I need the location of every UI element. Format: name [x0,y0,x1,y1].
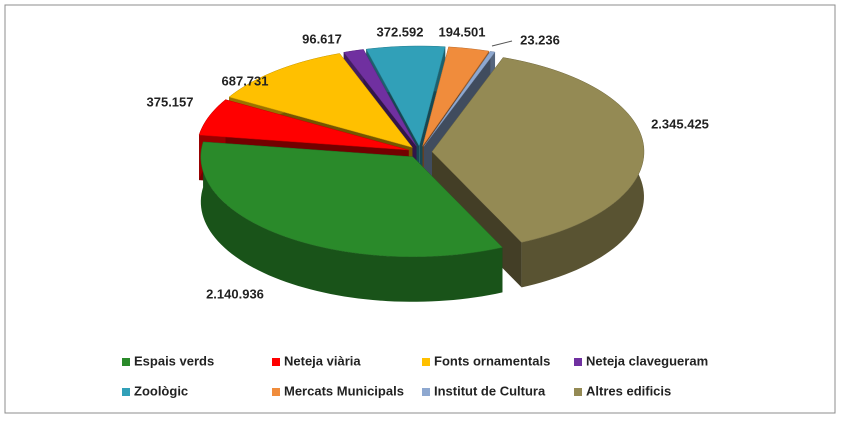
leader-line [491,40,513,47]
data-label: 2.140.936 [206,286,264,301]
pie-slice [422,46,490,147]
legend-swatch [422,388,430,396]
legend-label: Institut de Cultura [434,383,546,398]
data-label: 372.592 [377,24,424,39]
legend-label: Neteja clavegueram [586,353,708,368]
legend-swatch [574,388,582,396]
legend-swatch [272,388,280,396]
legend-label: Espais verds [134,353,214,368]
legend-swatch [574,358,582,366]
pie-slice [431,57,645,243]
legend-swatch [272,358,280,366]
legend-swatch [122,388,130,396]
pie-slice [343,49,417,147]
pie-slice [200,141,503,258]
legend-swatch [422,358,430,366]
legend-label: Altres edificis [586,383,671,398]
legend-swatch [122,358,130,366]
legend-label: Neteja viària [284,353,361,368]
pie-slice [228,53,413,148]
legend-label: Fonts ornamentals [434,353,550,368]
legend-label: Mercats Municipals [284,383,404,398]
pie-slice [365,45,446,147]
data-label: 375.157 [147,94,194,109]
data-label: 2.345.425 [651,116,709,131]
pie-slice [423,51,496,147]
data-label: 96.617 [302,31,342,46]
legend-label: Zoològic [134,383,188,398]
data-label: 194.501 [439,24,486,39]
data-label: 687.731 [222,73,269,88]
pie-slice [198,99,409,151]
data-label: 23.236 [520,32,560,47]
slice-side [200,141,503,302]
